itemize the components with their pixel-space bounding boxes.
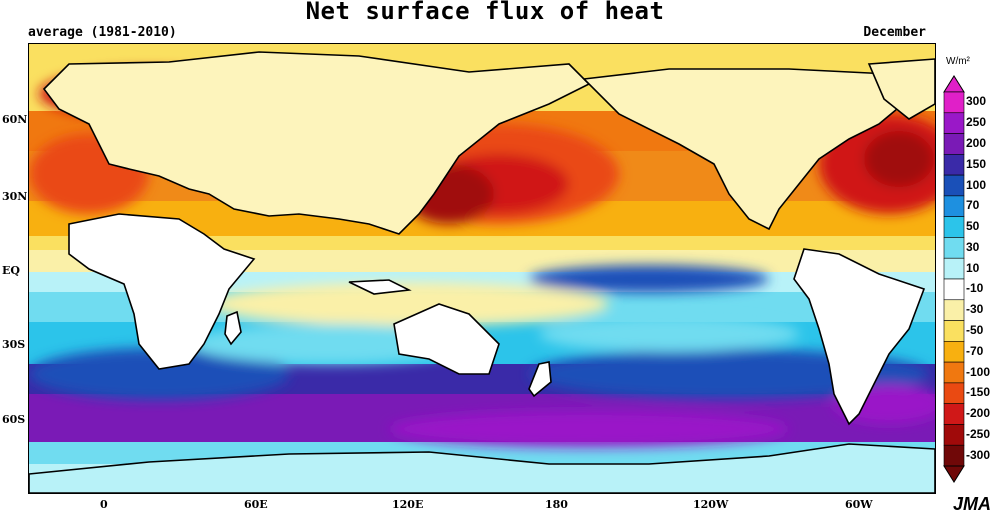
colorbar-tick-label: 150 xyxy=(966,156,987,171)
lon-label-120w: 120W xyxy=(693,498,729,511)
colorbar-swatch xyxy=(943,361,965,384)
colorbar-swatch xyxy=(943,424,965,446)
colorbar-arrow-top xyxy=(943,75,965,93)
lon-label-180: 180 xyxy=(545,498,568,511)
colorbar-tick-label: -30 xyxy=(966,302,984,317)
jma-logo: JMA xyxy=(953,494,992,514)
antarctica-landmass xyxy=(29,443,935,493)
colorbar-swatch xyxy=(943,299,965,321)
continents xyxy=(42,51,935,235)
colorbar-swatch xyxy=(943,444,965,467)
southern-land xyxy=(29,213,935,493)
colorbar-tick-label: -10 xyxy=(966,281,984,296)
greenland-landmass xyxy=(867,58,935,120)
colorbar-tick-label: -150 xyxy=(966,385,991,400)
colorbar-tick-label: 70 xyxy=(966,198,980,213)
lon-label-60w: 60W xyxy=(845,498,873,511)
colorbar-tick-label: 30 xyxy=(966,239,980,254)
colorbar-swatch xyxy=(943,133,965,155)
lon-label-60e: 60E xyxy=(244,498,268,511)
colorbar-tick-label: 100 xyxy=(966,177,987,192)
africa-landmass xyxy=(68,213,256,370)
colorbar-tick-label: -300 xyxy=(966,447,991,462)
colorbar-swatch xyxy=(943,237,965,259)
lat-label-60n: 60N xyxy=(2,113,28,126)
colorbar-swatch xyxy=(943,320,965,342)
australia-landmass xyxy=(393,303,500,375)
colorbar-swatch xyxy=(943,216,965,238)
colorbar-swatch xyxy=(943,91,965,114)
colorbar-swatch xyxy=(943,382,965,404)
colorbar-swatch xyxy=(943,278,965,301)
unit-label: W/m² xyxy=(946,56,970,67)
lat-label-30s: 30S xyxy=(2,338,26,351)
lat-label-30n: 30N xyxy=(2,190,28,203)
colorbar-tick-label: 10 xyxy=(966,260,980,275)
colorbar-tick-label: -50 xyxy=(966,322,984,337)
new-zealand-landmass xyxy=(528,361,552,398)
colorbar-arrow-bottom xyxy=(943,465,965,483)
colorbar-tick-label: 250 xyxy=(966,115,987,130)
flux-map xyxy=(28,43,936,494)
lon-label-120e: 120E xyxy=(392,498,424,511)
colorbar-tick-label: 300 xyxy=(966,94,987,109)
colorbar-tick-label: 50 xyxy=(966,219,980,234)
madagascar-landmass xyxy=(224,310,242,346)
colorbar-tick-label: -100 xyxy=(966,364,991,379)
colorbar xyxy=(943,75,965,483)
colorbar-swatch xyxy=(943,195,965,217)
lat-label-eq: EQ xyxy=(2,264,20,277)
colorbar-swatch xyxy=(943,403,965,425)
eurasia-landmass xyxy=(42,51,591,235)
colorbar-swatch xyxy=(943,341,965,363)
colorbar-swatch xyxy=(943,257,965,280)
lon-label-0: 0 xyxy=(100,498,108,511)
colorbar-swatch xyxy=(943,154,965,176)
period-label: average (1981-2010) xyxy=(28,25,177,40)
colorbar-tick-label: 200 xyxy=(966,135,987,150)
colorbar-tick-label: -250 xyxy=(966,426,991,441)
flux-map-canvas xyxy=(29,44,935,493)
colorbar-tick-label: -70 xyxy=(966,343,984,358)
month-label: December xyxy=(863,25,926,40)
map-title: Net surface flux of heat xyxy=(305,0,665,25)
colorbar-swatch xyxy=(943,112,965,134)
indonesia-landmass xyxy=(348,279,412,295)
south-america-landmass xyxy=(793,248,926,426)
colorbar-tick-label: -200 xyxy=(966,406,991,421)
colorbar-swatch xyxy=(943,174,965,197)
lat-label-60s: 60S xyxy=(2,413,26,426)
